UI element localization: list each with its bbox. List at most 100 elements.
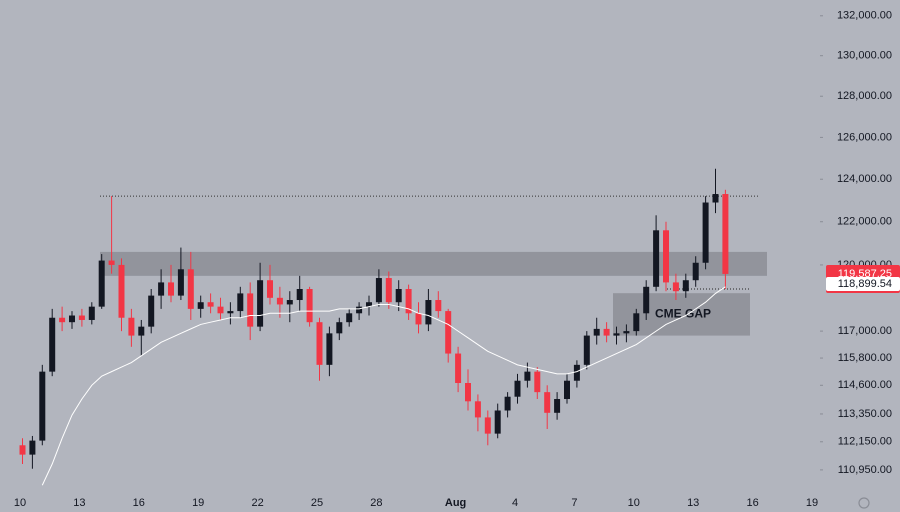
candle-body (187, 269, 194, 309)
candle-body (425, 300, 432, 325)
settings-icon[interactable] (858, 497, 870, 509)
candle-body (227, 311, 234, 314)
candle-body (326, 333, 333, 365)
candle-body (59, 317, 66, 323)
x-tick-label: 19 (192, 497, 204, 509)
candle-body (296, 289, 303, 301)
candle-body (435, 300, 442, 312)
y-tick-label: 112,150.00 (838, 436, 892, 448)
candle-body (554, 399, 561, 413)
x-tick-label: 10 (14, 497, 26, 509)
candle-body (207, 302, 214, 307)
x-tick-label: 13 (73, 497, 85, 509)
y-tick-label: 128,000.00 (837, 90, 892, 102)
candle-body (573, 364, 580, 381)
candle-body (316, 322, 323, 365)
candle-body (29, 440, 36, 455)
candle-body (524, 371, 531, 381)
resistance-zone (100, 251, 767, 276)
candle-body (69, 315, 75, 323)
y-tick-label: 113,350.00 (838, 408, 892, 420)
candle-body (98, 260, 105, 307)
candle-body (564, 380, 570, 400)
candle-body (197, 302, 204, 309)
candle-body (455, 353, 462, 384)
candle-body (78, 315, 85, 320)
candle-body (603, 328, 610, 336)
candle-body (583, 335, 590, 365)
candle-body (108, 260, 115, 265)
candle-body (722, 194, 729, 274)
candle-body (346, 313, 353, 323)
candle-body (544, 392, 551, 413)
y-tick-label: 122,000.00 (837, 216, 892, 228)
candle-body (494, 410, 501, 434)
candle-body (484, 417, 491, 434)
candle-body (306, 289, 313, 323)
candle-body (643, 286, 650, 314)
candle-body (712, 194, 719, 203)
y-tick-label: 130,000.00 (837, 50, 892, 62)
candle-body (623, 331, 630, 334)
last-price-label: 119,587.25 (838, 268, 892, 280)
candle-body (49, 317, 56, 372)
candle-body (395, 289, 402, 303)
x-tick-label: 13 (687, 497, 699, 509)
candle-body (366, 302, 372, 307)
x-tick-label: 16 (133, 497, 145, 509)
x-tick-label: 22 (251, 497, 263, 509)
candle-body (465, 383, 471, 402)
candle-body (217, 306, 224, 314)
candle-body (257, 280, 264, 327)
candle-body (375, 278, 382, 303)
gap-level-label: 118,899.54 (838, 278, 892, 290)
x-tick-label: 28 (370, 497, 382, 509)
cme-gap-label: CME GAP (655, 307, 711, 321)
candle-body (385, 278, 392, 303)
gap-level-box (826, 277, 900, 292)
candle-body (168, 282, 174, 296)
x-tick-label: 4 (512, 497, 518, 509)
candle-body (267, 280, 273, 298)
candle-body (692, 262, 699, 281)
candle-body (356, 306, 363, 314)
x-tick-label: 19 (806, 497, 818, 509)
candle-body (88, 306, 95, 320)
y-tick-label: 126,000.00 (837, 131, 892, 143)
y-tick-label: 132,000.00 (837, 10, 892, 22)
candle-body (39, 371, 46, 441)
moving-average (41, 286, 726, 486)
x-tick-label: 10 (628, 497, 640, 509)
candle-body (514, 380, 521, 397)
candle-body (534, 371, 541, 393)
candle-body (663, 230, 669, 283)
candle-body (504, 396, 511, 411)
candle-body (682, 280, 689, 292)
candle-body (415, 313, 422, 325)
candle-body (702, 202, 709, 263)
candle-body (177, 269, 184, 296)
y-tick-label: 124,000.00 (837, 173, 892, 185)
x-tick-label: 25 (311, 497, 323, 509)
candle-body (593, 328, 600, 336)
candle-body (336, 322, 343, 334)
candle-body (672, 282, 679, 292)
y-tick-label: 110,950.00 (838, 464, 892, 476)
y-tick-label: 117,000.00 (838, 325, 892, 337)
candle-body (474, 401, 481, 418)
candle-body (148, 295, 155, 327)
y-tick-label: 115,800.00 (838, 352, 892, 364)
x-tick-label: 16 (746, 497, 758, 509)
candle-body (286, 300, 293, 305)
candle-body (138, 326, 145, 336)
candle-body (613, 333, 620, 336)
x-tick-label: Aug (445, 497, 466, 509)
candle-body (633, 313, 640, 332)
candle-body (445, 311, 452, 354)
candle-body (118, 264, 125, 318)
candle-body (653, 230, 660, 287)
candle-body (276, 297, 283, 305)
candle-body (128, 317, 135, 336)
y-tick-label: 114,600.00 (838, 379, 892, 391)
